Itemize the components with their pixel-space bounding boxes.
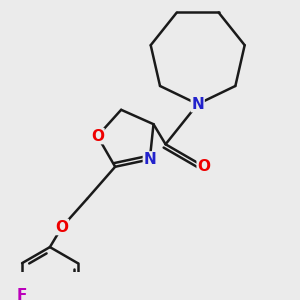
Text: O: O	[91, 129, 104, 144]
Text: F: F	[17, 288, 27, 300]
Text: N: N	[143, 152, 156, 167]
Text: N: N	[191, 97, 204, 112]
Text: O: O	[197, 159, 210, 174]
Text: O: O	[56, 220, 68, 235]
